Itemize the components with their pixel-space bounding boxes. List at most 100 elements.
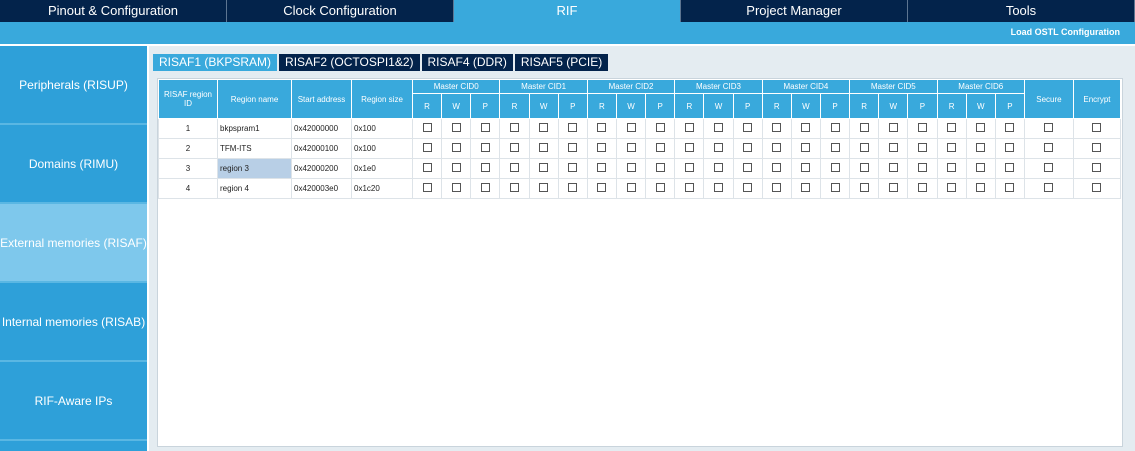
checkbox[interactable]	[947, 123, 957, 132]
sub-tab[interactable]: RISAF4 (DDR)	[421, 54, 513, 71]
checkbox[interactable]	[801, 123, 811, 132]
checkbox[interactable]	[1092, 183, 1102, 192]
cell[interactable]: region 4	[217, 178, 292, 199]
checkbox[interactable]	[684, 143, 694, 152]
checkbox[interactable]	[830, 143, 840, 152]
sub-tab[interactable]: RISAF2 (OCTOSPI1&2)	[279, 54, 420, 71]
checkbox[interactable]	[801, 163, 811, 172]
checkbox[interactable]	[422, 143, 432, 152]
checkbox[interactable]	[859, 143, 869, 152]
checkbox[interactable]	[568, 163, 578, 172]
checkbox[interactable]	[1044, 183, 1054, 192]
checkbox[interactable]	[480, 143, 490, 152]
checkbox[interactable]	[947, 143, 957, 152]
checkbox[interactable]	[626, 163, 636, 172]
checkbox[interactable]	[626, 183, 636, 192]
checkbox[interactable]	[451, 183, 461, 192]
checkbox[interactable]	[976, 123, 986, 132]
checkbox[interactable]	[713, 163, 723, 172]
checkbox[interactable]	[830, 123, 840, 132]
sub-tab[interactable]: RISAF5 (PCIE)	[514, 54, 609, 71]
checkbox[interactable]	[509, 163, 519, 172]
checkbox[interactable]	[830, 163, 840, 172]
checkbox[interactable]	[888, 143, 898, 152]
checkbox[interactable]	[451, 143, 461, 152]
cell[interactable]: TFM-ITS	[217, 138, 292, 159]
checkbox[interactable]	[830, 183, 840, 192]
sub-tab[interactable]: RISAF1 (BKPSRAM)	[153, 54, 278, 71]
checkbox[interactable]	[626, 123, 636, 132]
checkbox[interactable]	[568, 183, 578, 192]
checkbox[interactable]	[480, 183, 490, 192]
checkbox[interactable]	[917, 123, 927, 132]
checkbox[interactable]	[772, 163, 782, 172]
cell[interactable]: region 3	[217, 158, 292, 179]
sidebar-item[interactable]: External memories (RISAF)	[0, 204, 147, 283]
checkbox[interactable]	[509, 183, 519, 192]
load-ostl-button[interactable]: Load OSTL Configuration	[1010, 27, 1120, 37]
sidebar-item[interactable]: Peripherals (RISUP)	[0, 46, 147, 125]
checkbox[interactable]	[684, 163, 694, 172]
top-tab[interactable]: Pinout & Configuration	[0, 0, 227, 22]
checkbox[interactable]	[976, 163, 986, 172]
checkbox[interactable]	[509, 123, 519, 132]
sidebar-item[interactable]: Internal memories (RISAB)	[0, 283, 147, 362]
checkbox[interactable]	[743, 143, 753, 152]
top-tab[interactable]: RIF	[454, 0, 681, 22]
checkbox[interactable]	[597, 183, 607, 192]
checkbox[interactable]	[451, 163, 461, 172]
checkbox[interactable]	[976, 183, 986, 192]
checkbox[interactable]	[917, 183, 927, 192]
checkbox[interactable]	[568, 143, 578, 152]
checkbox[interactable]	[859, 183, 869, 192]
checkbox[interactable]	[859, 123, 869, 132]
checkbox[interactable]	[801, 183, 811, 192]
checkbox[interactable]	[888, 183, 898, 192]
checkbox[interactable]	[1044, 123, 1054, 132]
checkbox[interactable]	[772, 123, 782, 132]
checkbox[interactable]	[655, 143, 665, 152]
checkbox[interactable]	[684, 183, 694, 192]
checkbox[interactable]	[713, 143, 723, 152]
sidebar-item[interactable]: RIF-Aware IPs	[0, 362, 147, 441]
checkbox[interactable]	[422, 183, 432, 192]
checkbox[interactable]	[655, 123, 665, 132]
checkbox[interactable]	[1092, 143, 1102, 152]
checkbox[interactable]	[422, 123, 432, 132]
checkbox[interactable]	[947, 163, 957, 172]
checkbox[interactable]	[480, 163, 490, 172]
checkbox[interactable]	[1005, 163, 1015, 172]
checkbox[interactable]	[1044, 163, 1054, 172]
checkbox[interactable]	[480, 123, 490, 132]
checkbox[interactable]	[976, 143, 986, 152]
checkbox[interactable]	[713, 123, 723, 132]
checkbox[interactable]	[1044, 143, 1054, 152]
checkbox[interactable]	[743, 123, 753, 132]
checkbox[interactable]	[859, 163, 869, 172]
checkbox[interactable]	[917, 163, 927, 172]
checkbox[interactable]	[568, 123, 578, 132]
checkbox[interactable]	[422, 163, 432, 172]
checkbox[interactable]	[772, 183, 782, 192]
checkbox[interactable]	[539, 163, 549, 172]
top-tab[interactable]: Clock Configuration	[227, 0, 454, 22]
checkbox[interactable]	[655, 183, 665, 192]
checkbox[interactable]	[743, 163, 753, 172]
checkbox[interactable]	[509, 143, 519, 152]
checkbox[interactable]	[1005, 143, 1015, 152]
cell[interactable]: bkpspram1	[217, 118, 292, 139]
checkbox[interactable]	[917, 143, 927, 152]
checkbox[interactable]	[713, 183, 723, 192]
checkbox[interactable]	[684, 123, 694, 132]
top-tab[interactable]: Tools	[908, 0, 1135, 22]
checkbox[interactable]	[451, 123, 461, 132]
checkbox[interactable]	[597, 163, 607, 172]
checkbox[interactable]	[539, 183, 549, 192]
checkbox[interactable]	[888, 163, 898, 172]
checkbox[interactable]	[1005, 123, 1015, 132]
checkbox[interactable]	[597, 123, 607, 132]
checkbox[interactable]	[1092, 163, 1102, 172]
checkbox[interactable]	[947, 183, 957, 192]
checkbox[interactable]	[539, 143, 549, 152]
checkbox[interactable]	[655, 163, 665, 172]
